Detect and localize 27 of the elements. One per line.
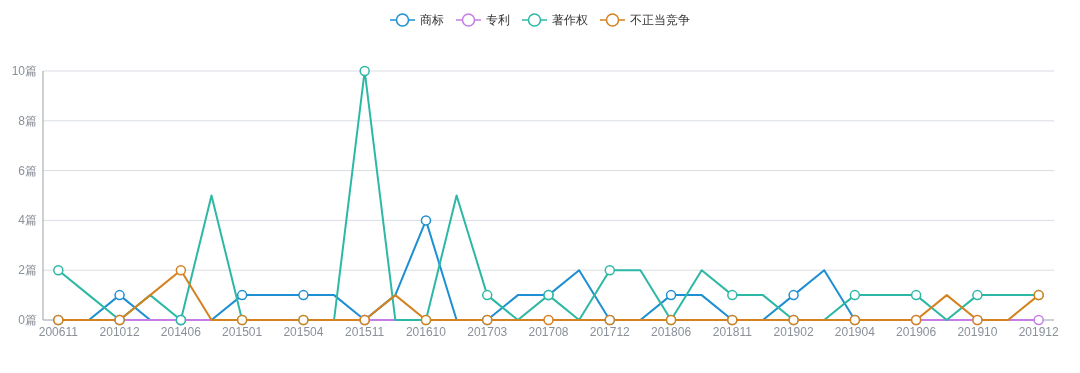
y-tick-label: 10篇 <box>11 64 37 78</box>
x-tick-label: 200611 <box>38 325 79 339</box>
legend-label: 著作权 <box>552 13 588 27</box>
x-tick-label: 201708 <box>528 325 569 339</box>
x-tick-label: 201703 <box>467 325 508 339</box>
x-tick-label: 201610 <box>405 325 447 339</box>
legend-label: 专利 <box>486 13 510 27</box>
x-tick-label: 201712 <box>589 325 631 339</box>
x-tick-label: 201012 <box>99 325 140 339</box>
y-tick-label: 6篇 <box>18 163 37 178</box>
x-tick-label: 201504 <box>283 325 324 339</box>
y-tick-label: 2篇 <box>18 263 37 278</box>
x-tick-label: 201906 <box>896 325 937 339</box>
y-tick-label: 4篇 <box>18 213 37 228</box>
x-tick-label: 201902 <box>773 325 814 339</box>
y-tick-label: 8篇 <box>18 113 37 128</box>
x-tick-label: 201806 <box>651 325 692 339</box>
x-tick-label: 201511 <box>345 325 385 339</box>
x-tick-label: 201501 <box>222 325 263 339</box>
x-tick-label: 201406 <box>160 325 202 339</box>
legend-label: 商标 <box>420 13 444 27</box>
x-tick-label: 201811 <box>712 325 753 339</box>
x-tick-label: 201904 <box>834 325 876 339</box>
legend-label: 不正当竞争 <box>630 13 690 27</box>
y-tick-label: 0篇 <box>18 313 37 327</box>
x-tick-label: 201910 <box>957 325 998 339</box>
x-tick-label: 201912 <box>1018 325 1060 339</box>
